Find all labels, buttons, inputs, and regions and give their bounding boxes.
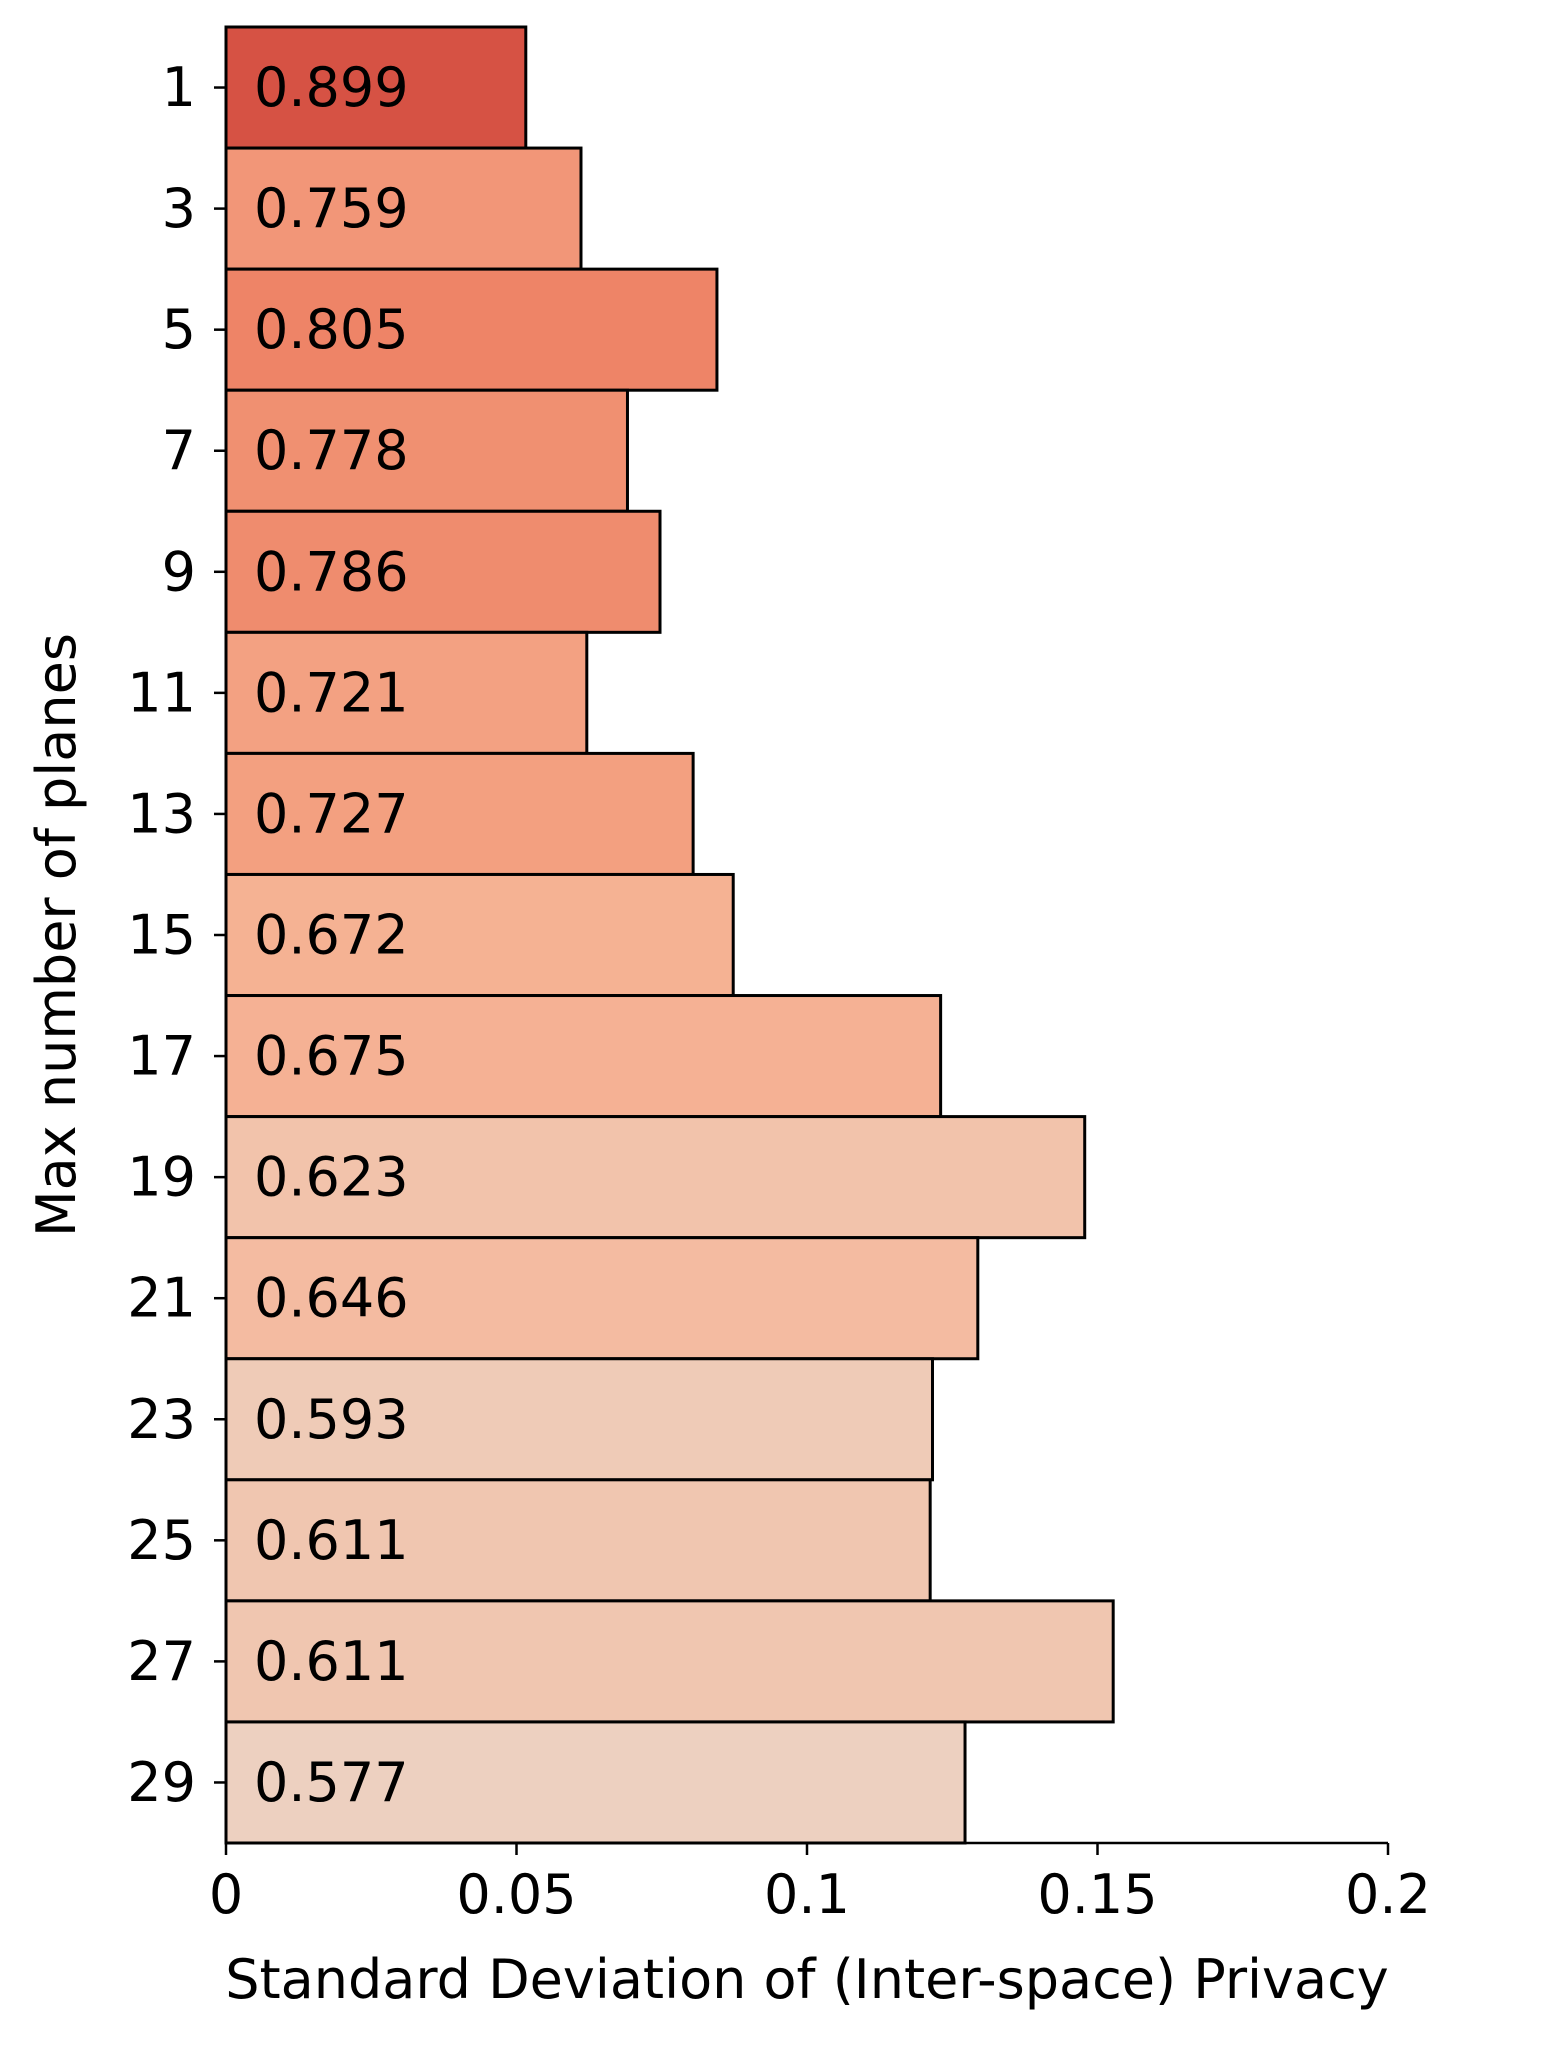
bar-value-label: 0.675 xyxy=(254,1025,409,1088)
bar-value-label: 0.672 xyxy=(254,904,409,967)
x-tick-label: 0 xyxy=(209,1863,243,1926)
y-tick-label: 7 xyxy=(162,419,196,482)
bar xyxy=(224,1115,1087,1240)
y-tick-label: 29 xyxy=(127,1751,196,1814)
y-tick-label: 23 xyxy=(127,1388,196,1451)
x-tick-label: 0.05 xyxy=(456,1863,576,1926)
x-tick-label: 0.1 xyxy=(764,1863,850,1926)
y-tick-label: 21 xyxy=(127,1267,196,1330)
bar xyxy=(224,1720,967,1845)
y-tick-label: 15 xyxy=(127,904,196,967)
bar xyxy=(224,388,629,513)
x-tick-label: 0.15 xyxy=(1037,1863,1157,1926)
y-tick-label: 3 xyxy=(162,177,196,240)
y-tick-label: 9 xyxy=(162,540,196,603)
bar xyxy=(224,146,583,271)
y-tick-label: 19 xyxy=(127,1146,196,1209)
bar-value-label: 0.593 xyxy=(254,1388,409,1451)
y-tick-label: 5 xyxy=(162,298,196,361)
bar-value-label: 0.646 xyxy=(254,1267,409,1330)
bar xyxy=(224,1357,934,1482)
bar-value-label: 0.623 xyxy=(254,1146,409,1209)
bar xyxy=(224,25,528,150)
y-tick-label: 17 xyxy=(127,1025,196,1088)
bar xyxy=(224,1236,980,1361)
bar-value-label: 0.778 xyxy=(254,419,409,482)
bar-value-label: 0.805 xyxy=(254,298,409,361)
y-tick-label: 1 xyxy=(162,56,196,119)
bars-group xyxy=(224,25,1115,1845)
x-tick-label: 0.2 xyxy=(1345,1863,1431,1926)
y-tick-label: 11 xyxy=(127,661,196,724)
bar-value-label: 0.727 xyxy=(254,782,409,845)
bar xyxy=(224,267,719,392)
bar-value-label: 0.899 xyxy=(254,56,409,119)
bar-value-label: 0.577 xyxy=(254,1751,409,1814)
bar-value-label: 0.759 xyxy=(254,177,409,240)
bar-value-label: 0.611 xyxy=(254,1630,409,1693)
x-axis-title: Standard Deviation of (Inter-space) Priv… xyxy=(225,1948,1389,2011)
bar xyxy=(224,1599,1115,1724)
bar-value-label: 0.786 xyxy=(254,540,409,603)
y-tick-label: 27 xyxy=(127,1630,196,1693)
bar-value-label: 0.721 xyxy=(254,661,409,724)
y-tick-label: 13 xyxy=(127,782,196,845)
y-tick-label: 25 xyxy=(127,1509,196,1572)
y-axis-title: Max number of planes xyxy=(25,633,88,1237)
bar-labels-group: 0.899 0.759 0.805 0.778 0.786 0.721 0.727 0.672… xyxy=(254,56,409,1814)
bar-value-label: 0.611 xyxy=(254,1509,409,1572)
